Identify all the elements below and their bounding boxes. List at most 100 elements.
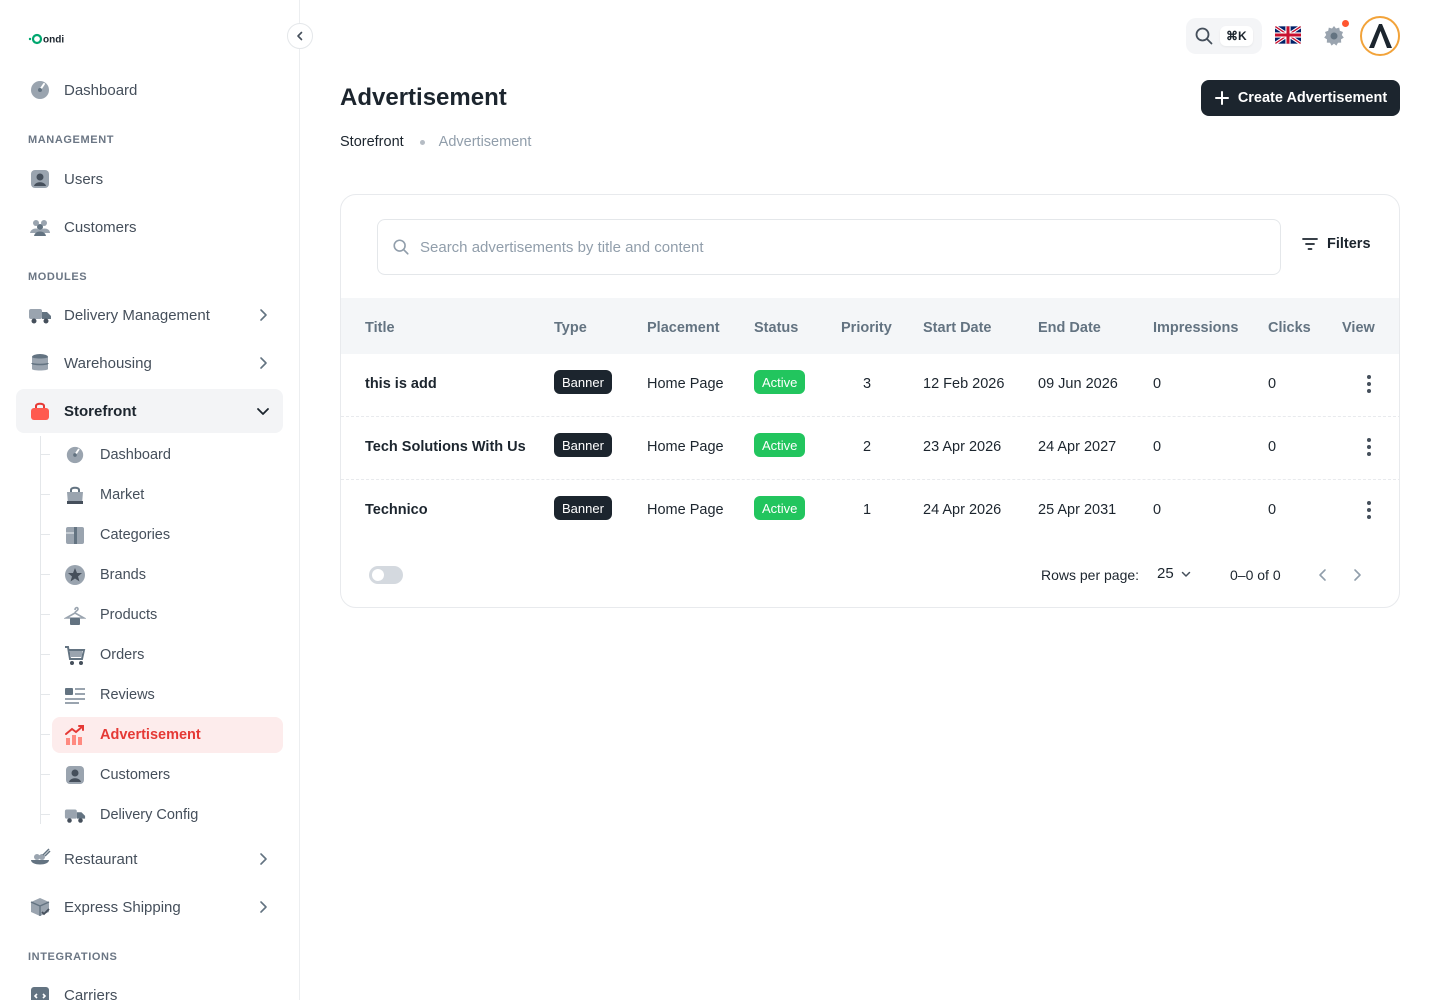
column-header-end-date[interactable]: End Date	[1038, 320, 1101, 336]
advertisement-table-card: Filters Title Type Placement Status Prio…	[340, 194, 1400, 608]
language-button[interactable]	[1275, 25, 1301, 45]
table-header: Title Type Placement Status Priority Sta…	[341, 298, 1399, 354]
column-header-view: View	[1342, 320, 1375, 336]
star-icon	[64, 564, 86, 586]
cell-placement: Home Page	[647, 376, 724, 392]
cell-title: Technico	[365, 502, 428, 518]
breadcrumb-separator	[419, 139, 425, 145]
section-title-modules: MODULES	[28, 271, 88, 283]
sidebar-item-label: Users	[64, 170, 104, 188]
settings-button[interactable]	[1322, 24, 1346, 48]
cell-title: this is add	[365, 376, 437, 392]
avatar-logo-icon	[1369, 24, 1392, 48]
row-actions-button[interactable]	[1359, 500, 1379, 520]
sidebar-subitem-categories[interactable]: Categories	[40, 517, 283, 553]
filter-icon	[1302, 238, 1318, 250]
sidebar-subitem-orders[interactable]: Orders	[40, 637, 283, 673]
column-header-priority[interactable]: Priority	[841, 320, 892, 336]
sidebar-collapse-button[interactable]	[287, 23, 313, 49]
search-input[interactable]	[420, 238, 1240, 256]
table-row[interactable]: Technico Banner Home Page Active 1 24 Ap…	[341, 480, 1399, 543]
column-header-title[interactable]: Title	[365, 320, 395, 336]
type-badge: Banner	[554, 496, 612, 520]
sidebar-subitem-dashboard[interactable]: Dashboard	[40, 437, 283, 473]
sidebar-subitem-products[interactable]: Products	[40, 597, 283, 633]
column-header-status[interactable]: Status	[754, 320, 799, 336]
cell-impressions: 0	[1153, 502, 1162, 518]
column-header-placement[interactable]: Placement	[647, 320, 720, 336]
cell-priority: 1	[863, 502, 872, 518]
chevron-down-icon	[1181, 571, 1190, 577]
column-header-type[interactable]: Type	[554, 320, 587, 336]
column-header-start-date[interactable]: Start Date	[923, 320, 992, 336]
sidebar-item-customers[interactable]: Customers	[16, 205, 283, 249]
column-header-impressions[interactable]: Impressions	[1153, 320, 1239, 336]
breadcrumb: Storefront Advertisement	[340, 134, 531, 150]
sidebar-subitem-label: Delivery Config	[100, 807, 199, 823]
shortcut-badge: ⌘K	[1220, 26, 1253, 46]
dashboard-icon	[28, 78, 52, 102]
sidebar-subitem-label: Reviews	[100, 687, 155, 703]
table-row[interactable]: Tech Solutions With Us Banner Home Page …	[341, 417, 1399, 480]
sidebar-item-storefront[interactable]: Storefront	[16, 389, 283, 433]
global-search-button[interactable]: ⌘K	[1186, 18, 1262, 54]
sidebar-subitem-brands[interactable]: Brands	[40, 557, 283, 593]
sidebar-item-delivery-management[interactable]: Delivery Management	[16, 293, 283, 337]
cell-priority: 2	[863, 439, 872, 455]
sidebar-subitem-label: Market	[100, 487, 145, 503]
sidebar-item-warehousing[interactable]: Warehousing	[16, 341, 283, 385]
sidebar-item-restaurant[interactable]: Restaurant	[16, 837, 283, 881]
sidebar-item-users[interactable]: Users	[16, 157, 283, 201]
svg-text:ondi: ondi	[43, 35, 64, 46]
sidebar-subitem-label: Orders	[100, 647, 145, 663]
sidebar-item-label: Delivery Management	[64, 306, 210, 324]
create-button-label: Create Advertisement	[1237, 90, 1388, 106]
sidebar-item-label: Carriers	[64, 986, 118, 1000]
filters-button[interactable]: Filters	[1301, 235, 1371, 253]
bag-icon	[64, 484, 86, 506]
avatar[interactable]	[1360, 16, 1400, 56]
carrier-icon	[28, 983, 52, 1000]
logo-icon: ondi	[28, 33, 64, 46]
user-icon	[28, 167, 52, 191]
search-icon	[393, 239, 409, 255]
sidebar-subitem-reviews[interactable]: Reviews	[40, 677, 283, 713]
search-field[interactable]	[377, 219, 1281, 275]
sidebar-subitem-label: Categories	[100, 527, 171, 543]
sidebar-item-dashboard[interactable]: Dashboard	[16, 68, 283, 112]
type-badge: Banner	[554, 370, 612, 394]
row-actions-button[interactable]	[1359, 437, 1379, 457]
cell-start-date: 12 Feb 2026	[923, 376, 1005, 392]
sidebar-subitem-delivery-config[interactable]: Delivery Config	[40, 797, 283, 833]
breadcrumb-current: Advertisement	[438, 134, 532, 150]
sidebar-subitem-market[interactable]: Market	[40, 477, 283, 513]
breadcrumb-link-storefront[interactable]: Storefront	[340, 134, 404, 150]
search-icon	[1195, 27, 1213, 45]
sidebar-item-label: Express Shipping	[64, 898, 181, 916]
sidebar: ondi Dashboard MANAGEMENT Users Customer…	[0, 0, 300, 1000]
sidebar-subitem-label: Dashboard	[100, 447, 171, 463]
table-row[interactable]: this is add Banner Home Page Active 3 12…	[341, 354, 1399, 417]
chevron-left-icon	[297, 31, 303, 41]
filters-label: Filters	[1327, 236, 1371, 252]
cell-start-date: 24 Apr 2026	[923, 502, 1002, 518]
row-actions-button[interactable]	[1359, 374, 1379, 394]
create-advertisement-button[interactable]: Create Advertisement	[1201, 80, 1400, 116]
brand-logo[interactable]: ondi	[28, 31, 66, 47]
chevron-right-icon	[260, 357, 267, 369]
sidebar-subitem-advertisement[interactable]: Advertisement	[40, 717, 283, 753]
cell-clicks: 0	[1268, 376, 1277, 392]
sidebar-item-carriers[interactable]: Carriers	[16, 973, 283, 1000]
next-page-button[interactable]	[1347, 565, 1367, 585]
rows-per-page-select[interactable]: 25	[1157, 565, 1192, 582]
column-header-clicks[interactable]: Clicks	[1268, 320, 1311, 336]
sidebar-item-label: Storefront	[64, 402, 137, 420]
sidebar-subitem-customers[interactable]: Customers	[40, 757, 283, 793]
cell-impressions: 0	[1153, 376, 1162, 392]
truck-icon	[28, 303, 52, 327]
dense-toggle[interactable]	[369, 566, 403, 584]
sidebar-item-label: Restaurant	[64, 850, 138, 868]
sidebar-item-express-shipping[interactable]: Express Shipping	[16, 885, 283, 929]
cell-placement: Home Page	[647, 502, 724, 518]
previous-page-button[interactable]	[1313, 565, 1333, 585]
